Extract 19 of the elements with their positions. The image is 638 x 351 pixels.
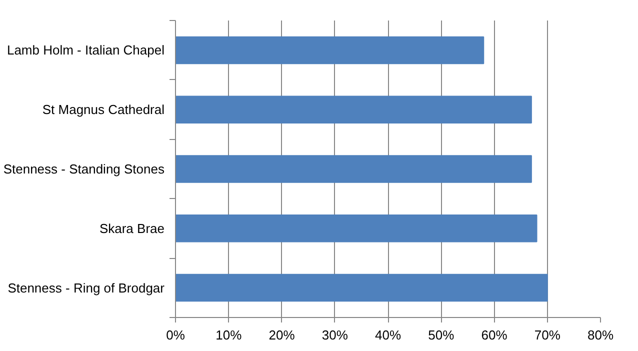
bar bbox=[176, 36, 484, 64]
x-tick-label: 80% bbox=[587, 328, 614, 342]
y-tick-label: Stenness - Ring of Brodgar bbox=[8, 280, 166, 296]
x-tick-label: 0% bbox=[166, 328, 186, 342]
y-tick-label: Lamb Holm - Italian Chapel bbox=[6, 42, 165, 58]
bar bbox=[176, 274, 548, 302]
y-tick-label: St Magnus Cathedral bbox=[42, 102, 165, 118]
x-tick-label: 30% bbox=[322, 328, 348, 342]
bar bbox=[176, 96, 532, 124]
x-tick-label: 60% bbox=[481, 328, 508, 342]
x-tick-label: 70% bbox=[534, 328, 561, 342]
x-tick-label: 40% bbox=[374, 328, 402, 342]
x-tick-label: 50% bbox=[428, 328, 455, 342]
bar bbox=[176, 214, 538, 242]
x-tick-label: 10% bbox=[216, 328, 242, 342]
x-tick-label: 20% bbox=[268, 328, 296, 342]
bar bbox=[176, 155, 532, 183]
y-tick-label: Stenness - Standing Stones bbox=[3, 162, 165, 176]
y-tick-label: Skara Brae bbox=[99, 220, 165, 236]
